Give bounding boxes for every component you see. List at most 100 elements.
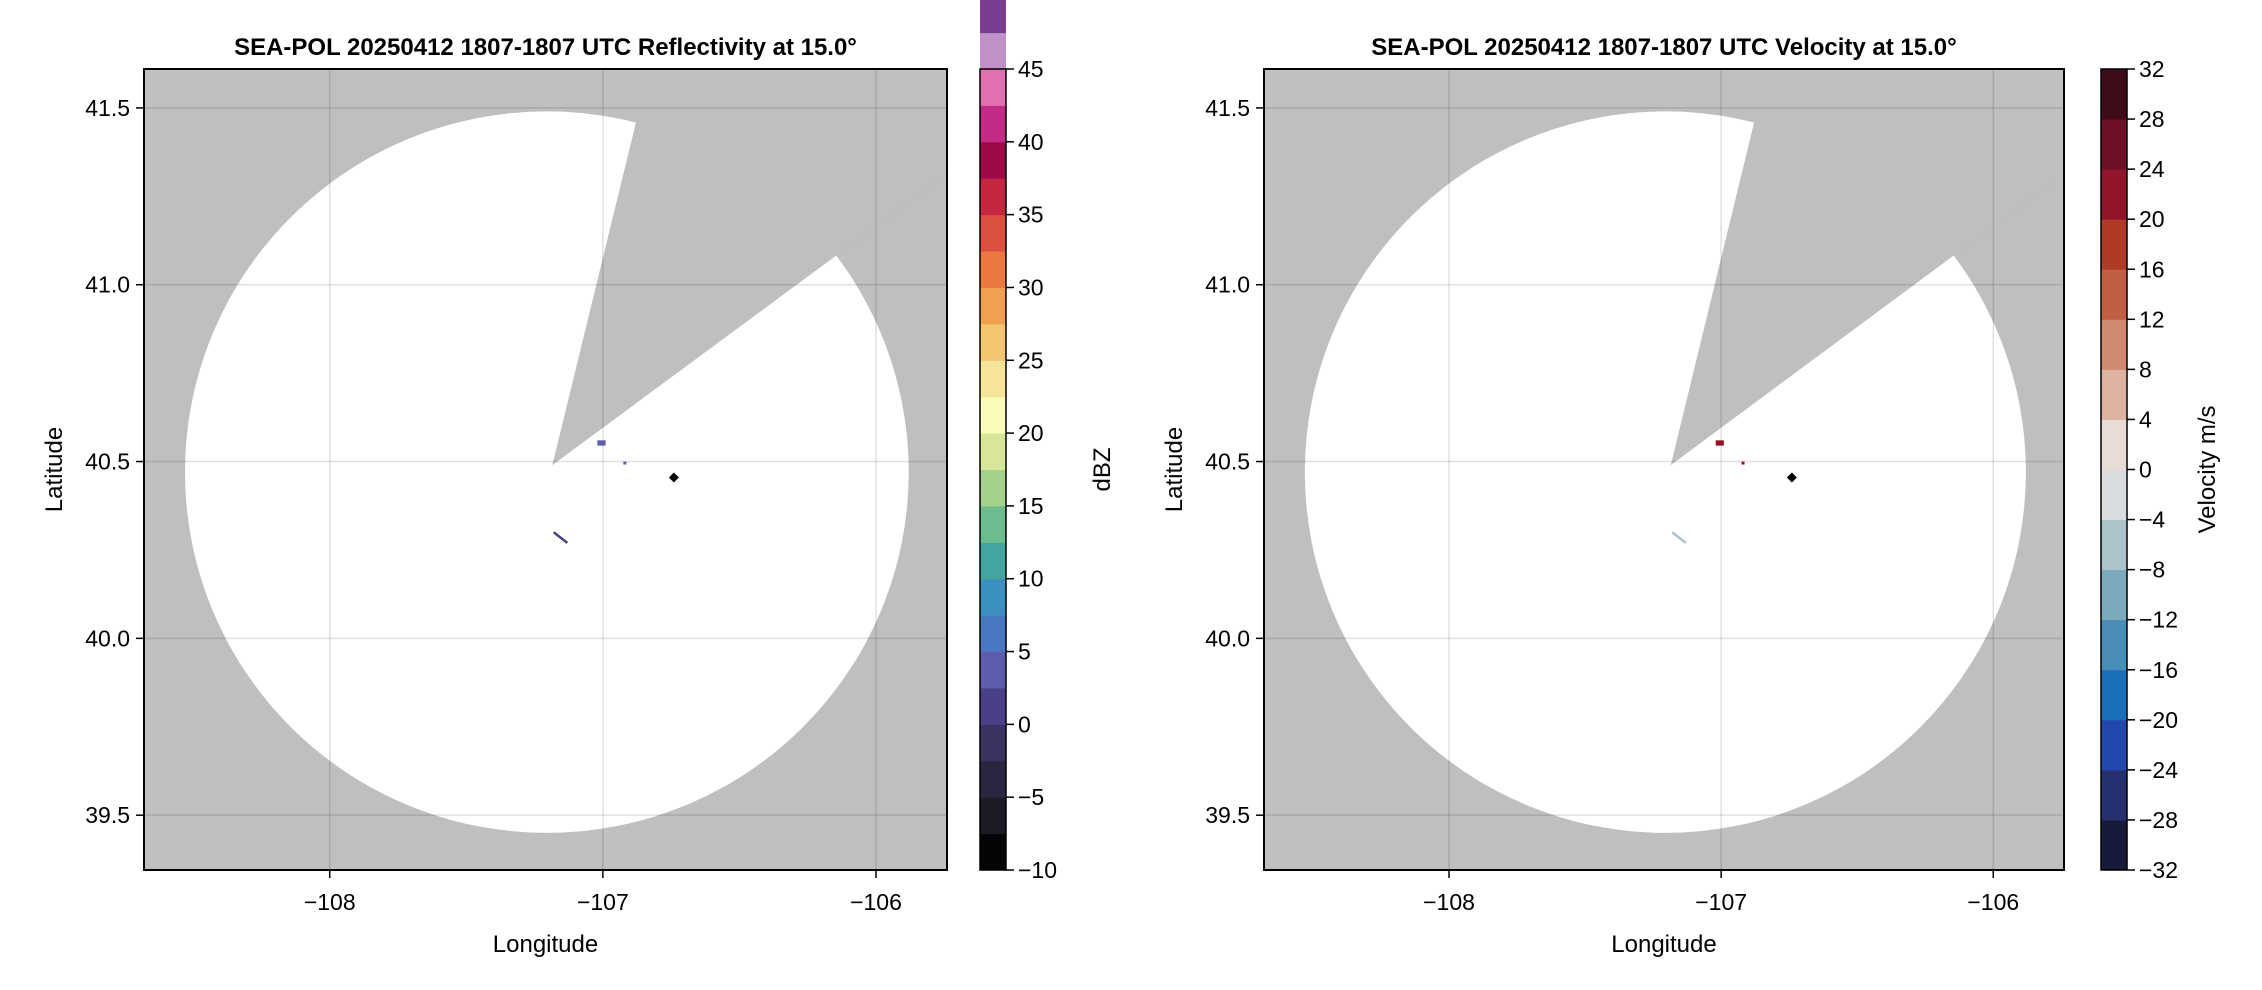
colorbar-tick-label: 45 [1018,56,1044,82]
colorbar-segment [980,469,1006,507]
colorbar-segment [2101,469,2127,521]
x-axis-label: Longitude [493,931,598,958]
x-tick-label: −107 [1695,889,1747,915]
colorbar-segment [980,323,1006,361]
colorbar-segment [980,251,1006,288]
colorbar-tick-label: −28 [2139,807,2178,833]
y-tick-label: 41.0 [85,272,130,298]
colorbar-tick-label: −20 [2139,707,2178,733]
colorbar-segment [980,0,1006,34]
y-tick-label: 41.5 [1205,95,1250,121]
y-tick-label: 40.0 [1205,625,1250,651]
colorbar-segment [980,797,1006,835]
colorbar-segment [2101,219,2127,270]
y-tick-label: 41.0 [1205,272,1250,298]
blocked-sector [552,69,947,466]
plot-area [1264,69,2064,870]
colorbar-segment [2101,369,2127,420]
colorbar-segment [2101,769,2127,821]
colorbar-tick-label: −10 [1018,857,1057,883]
y-tick-label: 39.5 [1205,802,1250,828]
y-tick-label: 41.5 [85,95,130,121]
panel-1: −108 −107 −106 39.5 40.0 40.5 41.0 41.5 SEA-POL … [1161,34,2221,958]
colorbar-tick-label: 10 [1018,566,1044,592]
colorbar-tick-label: 5 [1018,639,1031,665]
colorbar-tick-label: −32 [2139,857,2178,883]
colorbar-segment [980,396,1006,434]
x-tick-label: −108 [304,889,356,915]
colorbar-segment [2101,169,2127,220]
echo [1671,531,1687,544]
panel-0: −108 −107 −106 39.5 40.0 40.5 41.0 41.5 SEA-POL … [41,0,1116,958]
colorbar-segment [2101,319,2127,370]
colorbar-segment [2101,719,2127,771]
colorbar-tick-label: 4 [2139,406,2152,432]
colorbar-segment [980,833,1006,871]
axes-frame [1263,68,2065,871]
y-axis-label: Latitude [1161,427,1188,512]
colorbar-tick-label: 35 [1018,202,1044,228]
colorbar-segment [980,178,1006,216]
y-axis-label: Latitude [41,427,68,512]
colorbar-label: Velocity m/s [2194,405,2221,533]
echo [1741,461,1745,465]
echo [552,531,569,544]
x-axis-label: Longitude [1611,931,1716,958]
y-tick-label: 40.0 [85,625,130,651]
colorbar-label: dBZ [1089,447,1116,491]
colorbar-tick-label: 12 [2139,306,2165,332]
echo [597,440,606,446]
colorbar-segment [980,360,1006,398]
colorbar-segment [980,69,1006,106]
colorbar-segment [980,578,1006,616]
x-tick-label: −107 [577,889,629,915]
colorbar-segment [2101,119,2127,170]
colorbar-tick-label: 24 [2139,156,2165,182]
colorbar-tick-label: −4 [2139,507,2165,533]
colorbar-segment [2101,519,2127,571]
colorbar-segment [2101,669,2127,721]
colorbar-tick-label: 20 [1018,420,1044,446]
colorbar-tick-label: 15 [1018,493,1044,519]
colorbar-segment [980,687,1006,725]
colorbar-segment [980,433,1006,470]
colorbar-segment [980,32,1006,70]
colorbar-segment [980,542,1006,580]
y-tick-label: 40.5 [1205,449,1250,475]
y-tick-label: 40.5 [85,449,130,475]
chart-title: SEA-POL 20250412 1807-1807 UTC Velocity … [1371,34,1957,61]
plot-area [144,69,947,870]
echo [623,461,627,465]
site-marker [1786,472,1797,483]
colorbar-segment [980,141,1006,179]
colorbar-frame [979,68,1007,871]
colorbar-segment [980,214,1006,252]
colorbar-segment [980,651,1006,689]
colorbar-tick-label: −5 [1018,784,1044,810]
colorbar-tick-label: −12 [2139,607,2178,633]
colorbar-segment [980,505,1006,543]
blocked-sector [1670,69,2064,466]
y-tick-label: 39.5 [85,802,130,828]
colorbar-tick-label: 40 [1018,129,1044,155]
axes-frame [143,68,948,871]
chart-title: SEA-POL 20250412 1807-1807 UTC Reflectiv… [234,34,857,61]
colorbar-segment [2101,69,2127,120]
site-marker [668,472,679,483]
colorbar-tick-label: −16 [2139,657,2178,683]
colorbar-tick-label: 32 [2139,56,2165,82]
colorbar-tick-label: 30 [1018,274,1044,300]
colorbar-segment [2101,819,2127,871]
echo [1715,440,1724,446]
colorbar-segment [2101,619,2127,671]
colorbar-tick-label: 16 [2139,256,2165,282]
colorbar-segment [980,615,1006,653]
colorbar-segment [980,724,1006,762]
x-tick-label: −106 [1967,889,2019,915]
colorbar-tick-label: −8 [2139,557,2165,583]
x-tick-label: −108 [1423,889,1475,915]
colorbar-tick-label: 0 [1018,711,1031,737]
colorbar-tick-label: 0 [2139,457,2152,483]
colorbar-tick-label: 25 [1018,347,1044,373]
colorbar-segment [980,287,1006,325]
